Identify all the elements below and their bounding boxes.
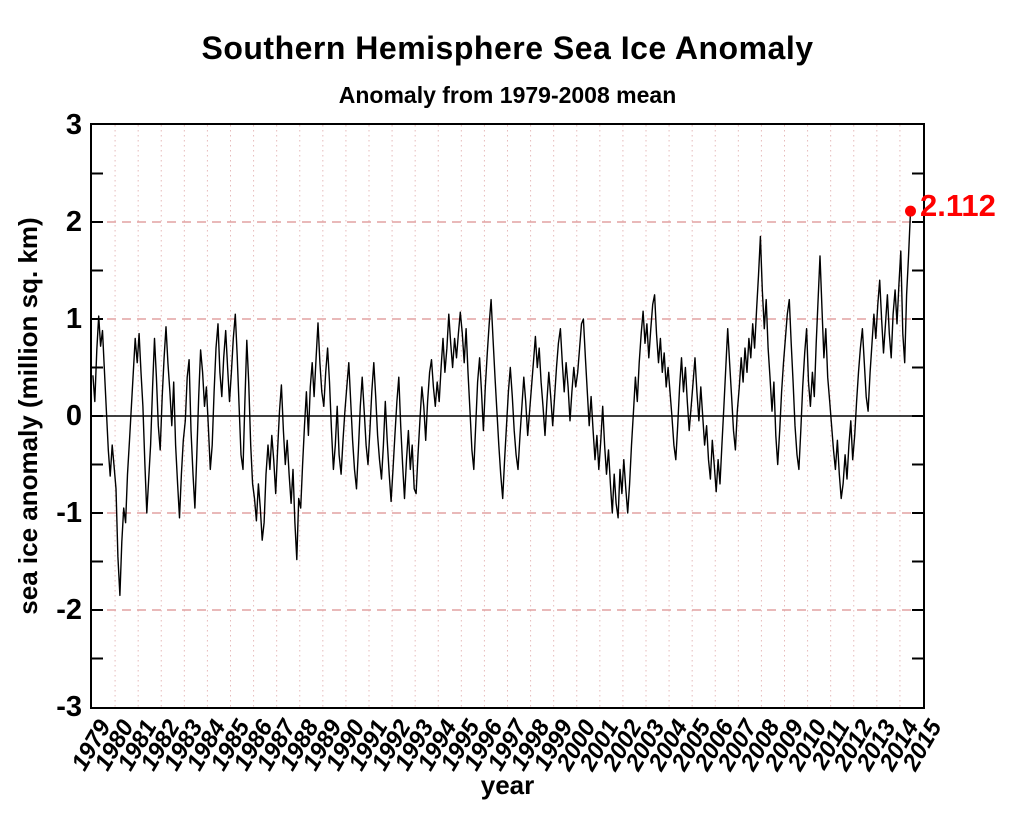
y-tick-label: -2 — [56, 594, 82, 626]
y-tick-label: 2 — [65, 206, 82, 238]
chart-subtitle: Anomaly from 1979-2008 mean — [338, 82, 677, 108]
y-tick-label: 1 — [65, 303, 82, 335]
y-tick-label: 0 — [65, 400, 82, 432]
x-axis-title: year — [480, 770, 535, 800]
y-tick-label: -1 — [56, 497, 82, 529]
y-tick-label: 3 — [65, 109, 82, 141]
annotation-label: 2.112 — [920, 188, 996, 223]
chart-canvas — [92, 125, 923, 707]
chart-title: Southern Hemisphere Sea Ice Anomaly — [201, 30, 814, 66]
y-tick-label: -3 — [56, 691, 82, 723]
plot-area — [90, 123, 925, 709]
